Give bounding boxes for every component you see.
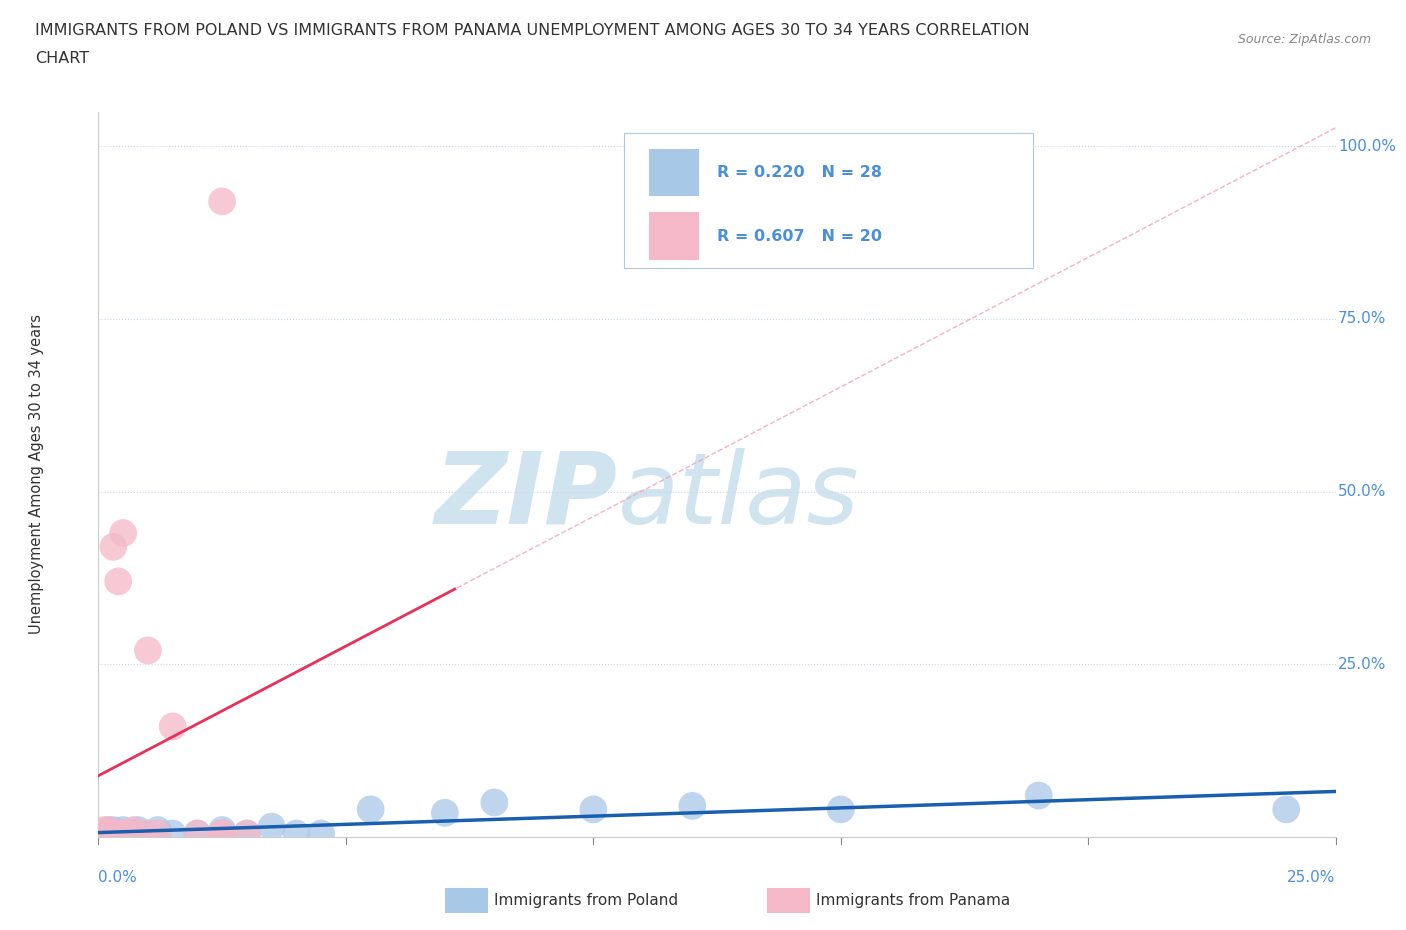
Text: Immigrants from Poland: Immigrants from Poland (495, 894, 679, 909)
Text: 75.0%: 75.0% (1339, 312, 1386, 326)
Text: 25.0%: 25.0% (1288, 870, 1336, 884)
Point (112, 826, 135, 841)
Point (1275, 802, 1298, 817)
Point (211, 823, 233, 838)
Point (582, 802, 605, 817)
Text: ZIP: ZIP (434, 447, 619, 545)
Bar (766, 888, 810, 913)
Point (186, 826, 208, 841)
Text: R = 0.607   N = 20: R = 0.607 N = 20 (717, 229, 882, 244)
Text: Source: ZipAtlas.com: Source: ZipAtlas.com (1237, 33, 1371, 46)
Point (146, 826, 169, 841)
Point (117, 826, 139, 841)
Text: 100.0%: 100.0% (1339, 139, 1396, 153)
Point (112, 525, 135, 540)
Point (103, 826, 125, 841)
Point (122, 826, 145, 841)
Text: CHART: CHART (35, 51, 89, 66)
Point (97, 823, 120, 838)
FancyBboxPatch shape (624, 133, 1032, 268)
Point (360, 802, 382, 817)
Point (136, 826, 159, 841)
Text: Immigrants from Panama: Immigrants from Panama (815, 894, 1011, 909)
Point (146, 823, 169, 838)
Point (260, 819, 283, 834)
Point (112, 823, 135, 838)
Point (285, 826, 308, 841)
Point (97, 823, 120, 838)
Point (127, 823, 149, 838)
Point (162, 826, 184, 841)
Point (211, 826, 233, 841)
Point (484, 795, 506, 810)
Bar (650, 149, 699, 196)
Text: IMMIGRANTS FROM POLAND VS IMMIGRANTS FROM PANAMA UNEMPLOYMENT AMONG AGES 30 TO 3: IMMIGRANTS FROM POLAND VS IMMIGRANTS FRO… (35, 23, 1029, 38)
Point (103, 823, 125, 838)
Point (112, 826, 135, 841)
Point (93, 823, 115, 838)
Bar (650, 212, 699, 259)
Text: 50.0%: 50.0% (1339, 485, 1386, 499)
Point (103, 539, 125, 554)
Text: Unemployment Among Ages 30 to 34 years: Unemployment Among Ages 30 to 34 years (30, 314, 44, 634)
Point (433, 805, 456, 820)
Point (103, 826, 125, 841)
Point (830, 802, 852, 817)
Point (236, 826, 259, 841)
Point (93, 826, 115, 841)
Point (681, 799, 703, 814)
Point (136, 643, 159, 658)
Point (211, 826, 233, 841)
Point (162, 719, 184, 734)
Point (309, 826, 332, 841)
Point (211, 826, 233, 841)
Text: R = 0.220   N = 28: R = 0.220 N = 28 (717, 165, 882, 180)
Point (211, 194, 233, 209)
Text: 25.0%: 25.0% (1339, 657, 1386, 671)
Point (107, 826, 129, 841)
Point (1028, 788, 1050, 803)
Point (236, 826, 259, 841)
Point (107, 574, 129, 589)
Point (186, 826, 208, 841)
Point (93, 826, 115, 841)
Bar (444, 888, 488, 913)
Point (107, 826, 129, 841)
Point (97, 826, 120, 841)
Point (136, 826, 159, 841)
Point (122, 823, 145, 838)
Point (117, 826, 139, 841)
Text: atlas: atlas (619, 447, 859, 545)
Text: 0.0%: 0.0% (98, 870, 138, 884)
